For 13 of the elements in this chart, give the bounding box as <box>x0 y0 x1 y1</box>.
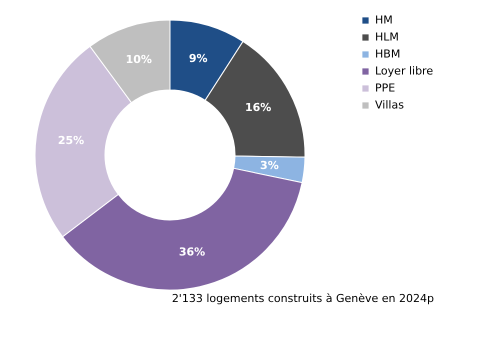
legend-label: Villas <box>375 98 404 112</box>
data-label: 10% <box>126 52 152 66</box>
data-label: 36% <box>178 246 206 259</box>
data-label: 3% <box>260 159 279 172</box>
legend-label: HBM <box>375 48 400 60</box>
data-label: 9% <box>188 52 208 66</box>
data-label: 25% <box>58 134 84 147</box>
legend-label: HLM <box>375 30 399 44</box>
text: 2'133 logements construits à Genève en 2024p <box>172 292 434 305</box>
legend-label: HM <box>375 14 393 26</box>
legend-label: Loyer libre <box>375 64 434 78</box>
data-label: 16% <box>244 100 272 114</box>
legend-label: PPE <box>375 82 396 94</box>
